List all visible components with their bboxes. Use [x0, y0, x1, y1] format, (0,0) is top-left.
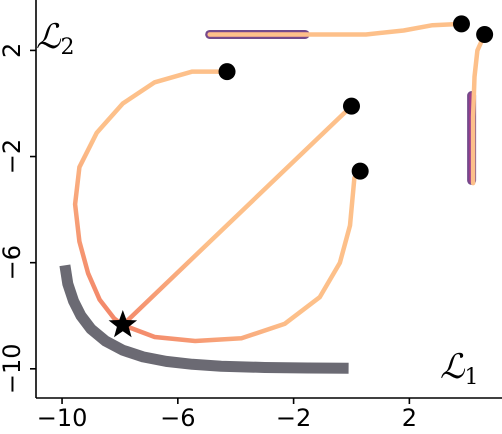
x-tick-label: 2: [402, 404, 417, 432]
y-tick-label: 2: [0, 43, 26, 58]
marker-layer: [108, 15, 494, 338]
x-tick-label: −6: [160, 404, 195, 432]
tick-layer: −10 −6 −2 2 2 −2 −6 −10: [0, 43, 417, 432]
optimization-path-5: [470, 32, 487, 186]
start-point-3: [351, 162, 369, 180]
optimization-path-3: [120, 168, 363, 344]
axes-layer: [35, 0, 502, 399]
start-point-2: [342, 97, 360, 115]
optimization-path-2: [120, 103, 354, 328]
pareto-front-curve: [59, 264, 349, 374]
x-tick-label: −10: [37, 404, 88, 432]
target-star-marker: [108, 310, 138, 338]
y-tick-label: −6: [0, 245, 26, 280]
x-tick-label: −2: [276, 404, 311, 432]
start-point-4: [452, 15, 470, 33]
optimization-path-1: [72, 69, 230, 328]
y-tick-label: −10: [0, 343, 26, 394]
start-point-1: [218, 63, 236, 81]
pareto-front-layer: [59, 264, 349, 374]
start-point-5: [476, 25, 494, 43]
path-layer: [72, 21, 487, 344]
marginal-layer: [205, 29, 477, 185]
y-axis-label: ℒ2: [36, 17, 75, 60]
optimization-path-4: [207, 21, 464, 37]
x-axis-label: ℒ1: [440, 347, 479, 390]
y-tick-label: −2: [0, 139, 26, 174]
